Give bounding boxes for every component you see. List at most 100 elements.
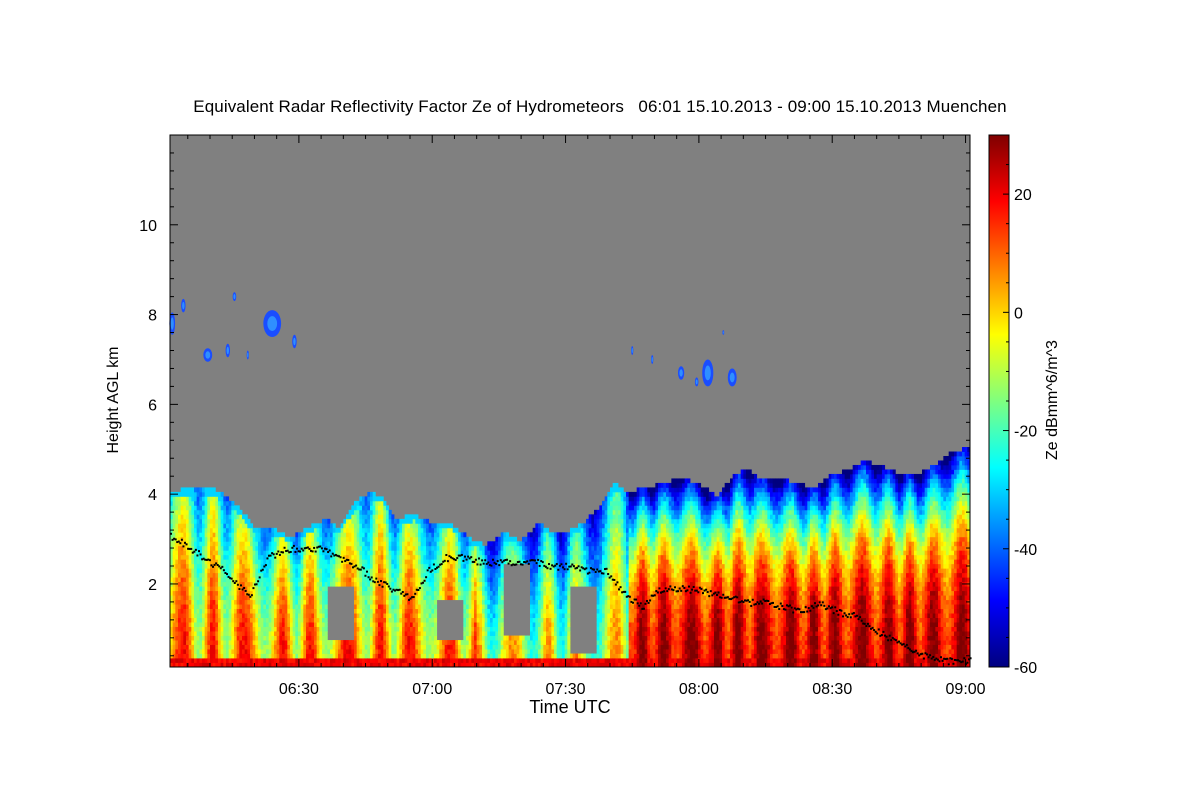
reflectivity-cell (567, 581, 571, 587)
reflectivity-cell (218, 545, 222, 551)
reflectivity-cell (204, 514, 208, 520)
reflectivity-cell (212, 559, 216, 565)
reflectivity-cell (242, 514, 246, 520)
reflectivity-cell (402, 644, 406, 650)
reflectivity-cell (170, 505, 174, 511)
reflectivity-cell (215, 500, 219, 506)
reflectivity-cell (444, 577, 448, 583)
reflectivity-cell (178, 523, 182, 529)
reflectivity-cell (247, 617, 251, 623)
reflectivity-cell (479, 617, 483, 623)
reflectivity-cell (183, 568, 187, 574)
reflectivity-cell (495, 613, 499, 619)
reflectivity-cell (511, 649, 515, 654)
reflectivity-cell (351, 505, 355, 511)
reflectivity-cell (463, 662, 467, 668)
reflectivity-cell (298, 640, 302, 645)
reflectivity-cell (287, 595, 291, 601)
reflectivity-cell (199, 505, 203, 511)
reflectivity-cell (271, 653, 275, 659)
reflectivity-cell (255, 653, 259, 659)
reflectivity-cell (247, 658, 251, 663)
reflectivity-cell (495, 608, 499, 614)
reflectivity-cell (564, 541, 568, 547)
reflectivity-cell (306, 577, 310, 583)
reflectivity-cell (426, 644, 430, 650)
reflectivity-cell (543, 568, 547, 574)
reflectivity-cell (428, 635, 432, 641)
reflectivity-cell (420, 518, 424, 524)
reflectivity-cell (274, 622, 278, 627)
reflectivity-cell (386, 563, 390, 569)
reflectivity-cell (543, 532, 547, 538)
reflectivity-cell (308, 626, 312, 632)
reflectivity-cell (410, 658, 414, 663)
reflectivity-cell (196, 590, 200, 596)
reflectivity-cell (538, 604, 542, 610)
reflectivity-cell (466, 590, 470, 596)
reflectivity-cell (226, 595, 230, 601)
reflectivity-cell (391, 631, 395, 636)
reflectivity-cell (359, 518, 363, 524)
reflectivity-cell (178, 577, 182, 583)
reflectivity-cell (447, 523, 451, 529)
reflectivity-cell (594, 653, 598, 659)
reflectivity-cell (444, 554, 448, 560)
reflectivity-cell (604, 563, 608, 569)
reflectivity-cell (250, 622, 254, 627)
reflectivity-cell (415, 608, 419, 614)
reflectivity-cell (386, 536, 390, 542)
reflectivity-cell (607, 662, 611, 668)
reflectivity-cell (396, 658, 400, 663)
reflectivity-cell (538, 554, 542, 560)
reflectivity-cell (170, 500, 174, 506)
reflectivity-cell (231, 536, 235, 542)
reflectivity-cell (252, 550, 256, 556)
reflectivity-cell (199, 662, 203, 668)
reflectivity-cell (396, 631, 400, 636)
reflectivity-cell (252, 599, 256, 605)
reflectivity-cell (268, 568, 272, 574)
reflectivity-cell (514, 635, 518, 641)
reflectivity-cell (396, 536, 400, 542)
reflectivity-cell (591, 545, 595, 551)
reflectivity-cell (460, 662, 464, 668)
reflectivity-cell (535, 640, 539, 645)
reflectivity-cell (322, 590, 326, 596)
reflectivity-cell (191, 518, 195, 524)
reflectivity-cell (380, 586, 384, 592)
reflectivity-cell (210, 644, 214, 650)
reflectivity-cell (487, 590, 491, 596)
reflectivity-cell (170, 595, 174, 601)
reflectivity-cell (290, 626, 294, 632)
reflectivity-cell (231, 608, 235, 614)
reflectivity-cell (391, 662, 395, 668)
reflectivity-cell (490, 640, 494, 645)
reflectivity-cell (340, 572, 344, 578)
reflectivity-cell (252, 604, 256, 610)
reflectivity-cell (596, 613, 600, 619)
reflectivity-cell (231, 500, 235, 506)
reflectivity-cell (212, 500, 216, 506)
reflectivity-cell (490, 577, 494, 583)
reflectivity-cell (316, 572, 320, 578)
reflectivity-cell (610, 631, 614, 636)
reflectivity-cell (244, 658, 248, 663)
reflectivity-cell (383, 644, 387, 650)
reflectivity-cell (426, 622, 430, 627)
reflectivity-cell (322, 613, 326, 619)
reflectivity-cell (308, 541, 312, 547)
reflectivity-cell (252, 649, 256, 654)
reflectivity-cell (460, 577, 464, 583)
reflectivity-cell (487, 572, 491, 578)
reflectivity-cell (388, 518, 392, 524)
reflectivity-cell (378, 536, 382, 542)
reflectivity-cell (391, 545, 395, 551)
reflectivity-cell (604, 622, 608, 627)
reflectivity-cell (548, 541, 552, 547)
reflectivity-cell (306, 586, 310, 592)
reflectivity-cell (370, 581, 374, 587)
reflectivity-cell (242, 658, 246, 663)
reflectivity-cell (567, 568, 571, 574)
reflectivity-cell (372, 541, 376, 547)
